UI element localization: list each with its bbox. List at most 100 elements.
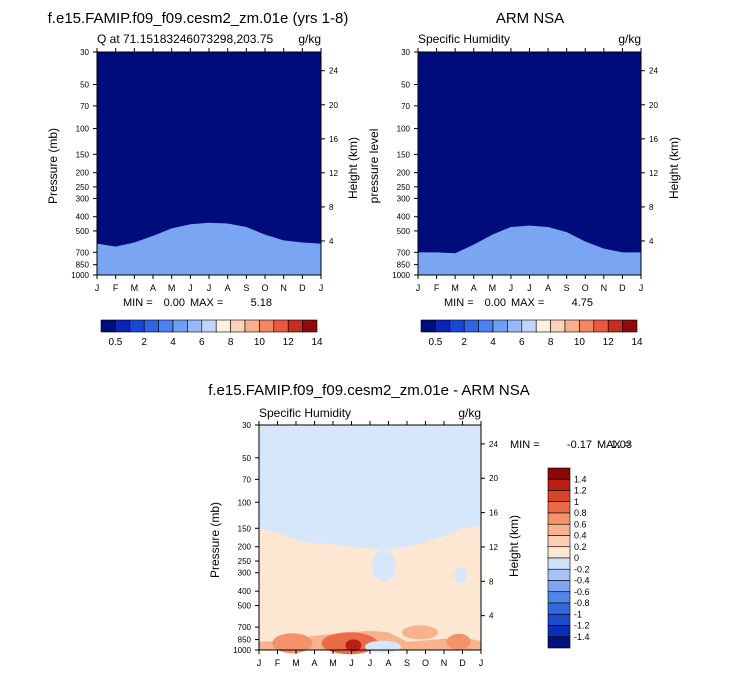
p1-month-label: J: [188, 283, 193, 293]
p2-cbar-label: 2: [461, 337, 467, 348]
panel-diff-units: g/kg: [458, 406, 481, 420]
p3-month-label: J: [349, 658, 354, 668]
p1-cbar-label: 6: [199, 337, 205, 348]
p1-month-label: J: [95, 283, 100, 293]
p2-height-label: 8: [649, 203, 654, 212]
p1-cbar-swatch: [100, 319, 116, 333]
panel-obs-title: ARM NSA: [496, 10, 564, 27]
panel-diff-max-value: 1.03: [611, 439, 632, 451]
panel-model-min-label: MIN =: [123, 297, 153, 309]
p1-month-label: M: [168, 283, 176, 293]
p1-pressure-label: 30: [80, 48, 89, 57]
p3-pressure-label: 70: [242, 475, 251, 484]
p2-pressure-label: 50: [401, 80, 410, 89]
p1-cbar-swatch: [158, 319, 174, 333]
diff-warm-blob-dec: [446, 633, 471, 650]
panel-obs-min-label: MIN =: [444, 297, 474, 309]
p1-month-label: N: [280, 283, 287, 293]
panel-obs-ylabel: pressure level: [367, 129, 381, 204]
p1-cbar-label: 14: [311, 337, 323, 348]
p2-cbar-label: 8: [548, 337, 554, 348]
p3-cbar-swatch: [547, 512, 571, 525]
p3-cbar-label: 0.2: [574, 542, 587, 552]
p3-height-label: 20: [489, 474, 498, 483]
p2-pressure-label: 100: [397, 125, 411, 134]
p3-pressure-label: 100: [238, 498, 252, 507]
p3-cbar-swatch: [547, 523, 571, 536]
p1-cbar-swatch: [129, 319, 145, 333]
p2-height-label: 4: [649, 237, 654, 246]
p2-cbar-label: 14: [631, 337, 643, 348]
p1-pressure-label: 700: [76, 248, 90, 257]
p1-height-label: 8: [329, 203, 334, 212]
p3-pressure-label: 1000: [233, 646, 251, 655]
p2-cbar-swatch: [435, 319, 451, 333]
p3-pressure-label: 50: [242, 454, 251, 463]
p1-cbar-swatch: [302, 319, 318, 333]
p2-pressure-label: 500: [397, 227, 411, 236]
p2-pressure-label: 200: [397, 169, 411, 178]
p2-cbar-label: 0.5: [428, 337, 442, 348]
p2-cbar-swatch: [535, 319, 551, 333]
p2-pressure-label: 70: [401, 102, 410, 111]
p2-cbar-label: 12: [603, 337, 615, 348]
panel-obs-max-value: 4.75: [572, 297, 593, 309]
p3-cbar-label: 1.4: [574, 474, 587, 484]
p3-height-label: 24: [489, 440, 498, 449]
panel-model-plot-area: [97, 52, 321, 275]
p3-month-label: J: [479, 658, 484, 668]
p1-cbar-label: 10: [254, 337, 266, 348]
panel-diff-min-label: MIN =: [510, 439, 540, 451]
panel-diff-y2label: Height (km): [507, 515, 521, 577]
panel-obs-min-value: 0.00: [485, 297, 506, 309]
p3-month-label: S: [404, 658, 410, 668]
p2-cbar-swatch: [593, 319, 609, 333]
p3-cbar-swatch: [547, 602, 571, 615]
p3-month-label: D: [459, 658, 466, 668]
p1-pressure-label: 1000: [71, 271, 89, 280]
panel-diff-max-label: MAX =: [597, 439, 630, 451]
p3-cbar-swatch: [547, 535, 571, 548]
p1-cbar-swatch: [230, 319, 246, 333]
panel-model-variable-label: Q at 71.15183246073298,203.75: [97, 32, 273, 46]
panel-obs-axes: J F M A M J J A S O N D J 30 50 70 100 150 200 250 300 400 500…: [392, 48, 658, 293]
p2-month-label: J: [509, 283, 514, 293]
p2-cbar-swatch: [550, 319, 566, 333]
p1-month-label: O: [261, 283, 268, 293]
p1-cbar-swatch: [201, 319, 217, 333]
p2-contour-level-0.5: [418, 225, 641, 275]
p2-pressure-label: 250: [397, 183, 411, 192]
p3-cbar-swatch: [547, 636, 571, 649]
panel-obs-units: g/kg: [618, 32, 641, 46]
p1-cbar-swatch: [143, 319, 159, 333]
p1-pressure-label: 150: [76, 150, 90, 159]
p1-cbar-swatch: [115, 319, 131, 333]
p2-height-label: 12: [649, 169, 658, 178]
panel-model: f.e15.FAMIP.f09_f09.cesm2_zm.01e (yrs 1-…: [46, 10, 360, 348]
p3-cbar-label: 0.4: [574, 531, 587, 541]
panel-diff-min-value: -0.17: [567, 439, 592, 451]
p3-cbar-swatch: [547, 490, 571, 503]
p2-month-label: M: [451, 283, 459, 293]
p2-month-label: N: [601, 283, 608, 293]
p3-cbar-label: -0.8: [574, 598, 590, 608]
p2-height-label: 24: [649, 67, 658, 76]
p3-cbar-label: 1: [574, 497, 579, 507]
p2-month-label: M: [489, 283, 497, 293]
p2-month-label: J: [416, 283, 421, 293]
p3-cbar-swatch: [547, 501, 571, 514]
p1-cbar-swatch: [244, 319, 260, 333]
p3-month-label: M: [292, 658, 300, 668]
p1-month-label: A: [150, 283, 156, 293]
panel-obs-max-label: MAX =: [511, 297, 544, 309]
p3-cbar-swatch: [547, 557, 571, 570]
panel-obs: ARM NSA Specific Humidity g/kg J F M A M J J A S…: [367, 10, 681, 348]
p2-cbar-swatch: [478, 319, 494, 333]
diff-cool-patch-dec: [454, 566, 467, 583]
p1-month-label: A: [225, 283, 231, 293]
panel-obs-variable-label: Specific Humidity: [418, 32, 510, 46]
panel-model-axes: J F M A M J J A S O N D J 30 50 70 100 150 200 250 300 400 500…: [71, 48, 338, 293]
p3-cbar-label: 0.8: [574, 508, 587, 518]
p1-cbar-swatch: [273, 319, 289, 333]
